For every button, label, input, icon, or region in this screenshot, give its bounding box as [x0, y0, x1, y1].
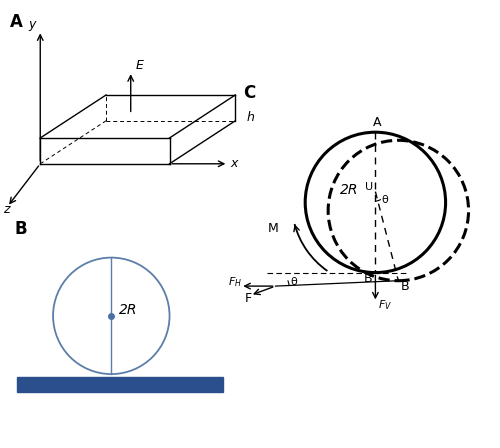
Text: x: x — [230, 157, 238, 170]
Text: h: h — [247, 111, 255, 124]
Text: B: B — [15, 220, 28, 237]
Text: 2R: 2R — [119, 302, 138, 317]
Text: E: E — [136, 59, 143, 72]
Text: θ: θ — [382, 195, 388, 205]
Text: θ: θ — [290, 277, 297, 287]
Text: C: C — [243, 84, 256, 102]
Text: y: y — [28, 18, 36, 31]
Text: U: U — [365, 182, 374, 192]
Text: M: M — [268, 222, 278, 235]
Text: A: A — [372, 116, 381, 129]
Text: F: F — [244, 292, 252, 305]
Text: A: A — [10, 13, 22, 31]
Text: $F_V$: $F_V$ — [378, 298, 392, 311]
Bar — [17, 377, 224, 392]
Text: B: B — [401, 280, 409, 293]
Text: z: z — [2, 203, 9, 216]
Text: B: B — [364, 272, 372, 285]
Text: $F_H$: $F_H$ — [228, 275, 242, 289]
Text: 2R: 2R — [340, 183, 359, 197]
